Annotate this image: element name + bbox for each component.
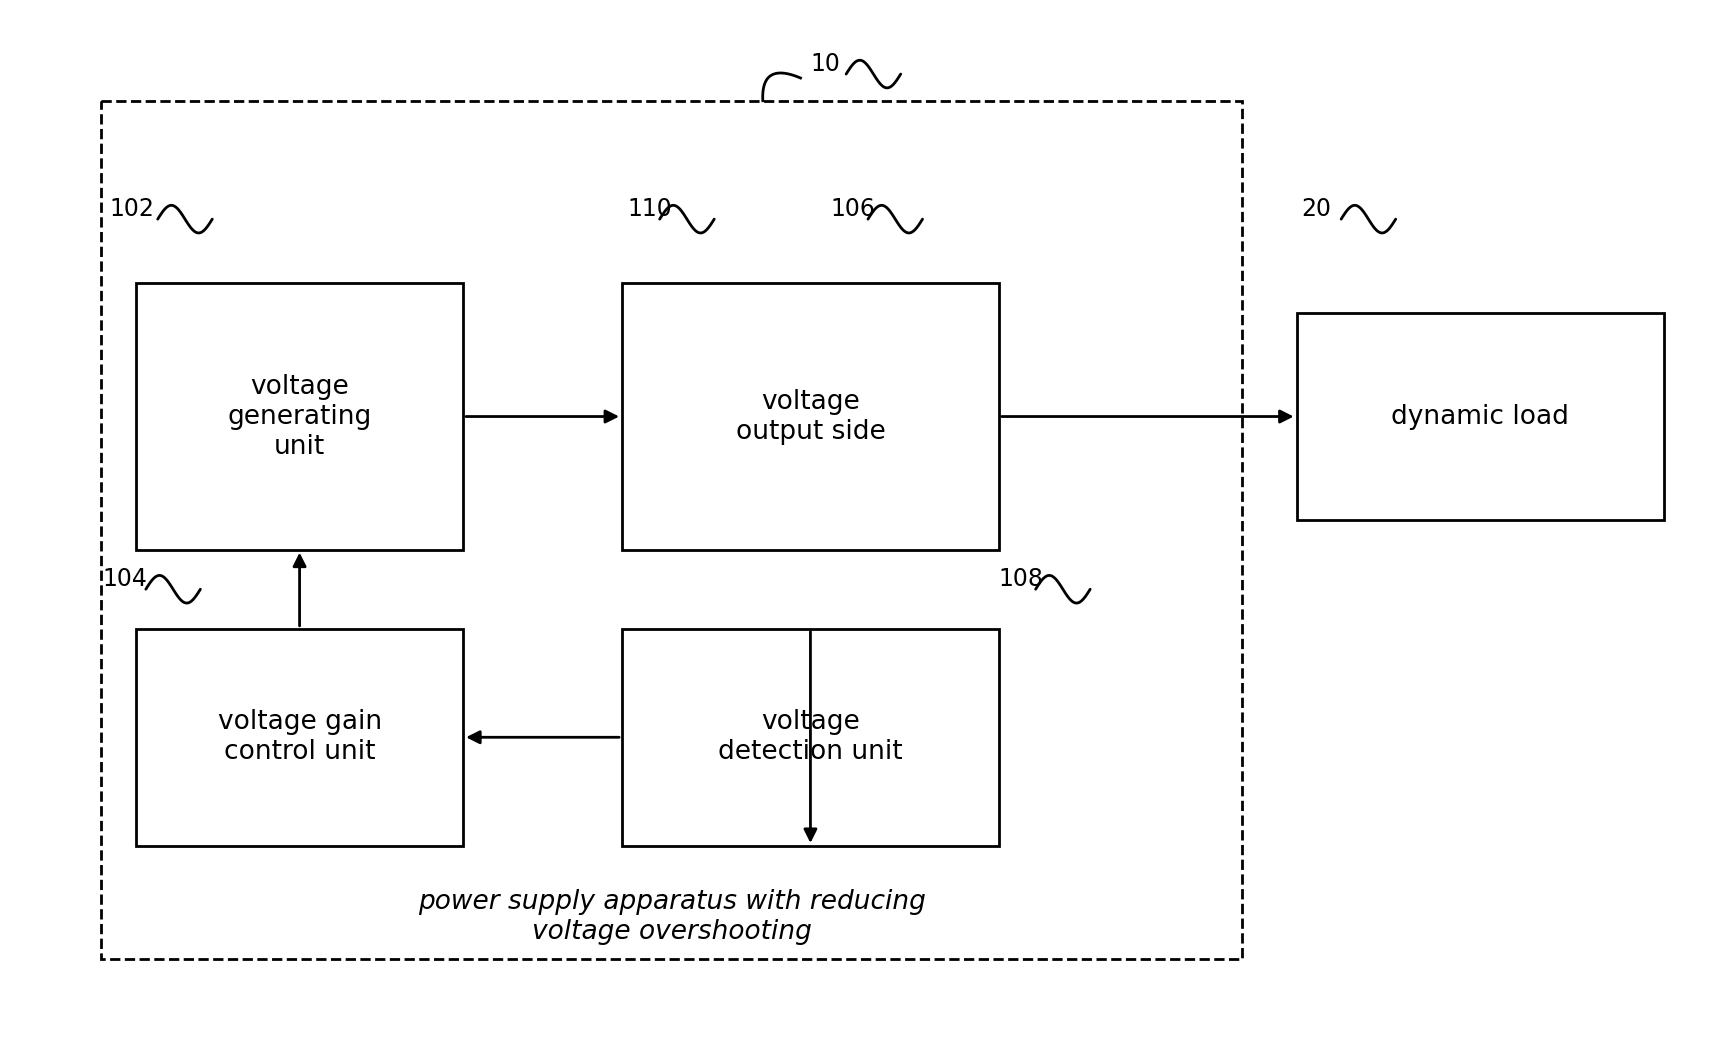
Text: 106: 106 <box>830 198 875 221</box>
Text: voltage
detection unit: voltage detection unit <box>718 709 903 765</box>
Bar <box>1297 313 1663 520</box>
Text: 104: 104 <box>102 568 147 591</box>
Text: 102: 102 <box>109 198 154 221</box>
Text: power supply apparatus with reducing
voltage overshooting: power supply apparatus with reducing vol… <box>418 889 925 945</box>
Text: voltage
generating
unit: voltage generating unit <box>228 373 372 459</box>
Text: dynamic load: dynamic load <box>1392 404 1568 429</box>
Text: 110: 110 <box>628 198 673 221</box>
Text: 20: 20 <box>1302 198 1331 221</box>
Bar <box>102 101 1241 959</box>
Bar <box>137 283 463 550</box>
Bar <box>137 628 463 846</box>
Bar <box>622 628 999 846</box>
Text: 10: 10 <box>811 52 840 77</box>
Text: voltage gain
control unit: voltage gain control unit <box>218 709 382 765</box>
Bar <box>622 283 999 550</box>
Text: voltage
output side: voltage output side <box>735 388 885 444</box>
Text: 108: 108 <box>999 568 1044 591</box>
